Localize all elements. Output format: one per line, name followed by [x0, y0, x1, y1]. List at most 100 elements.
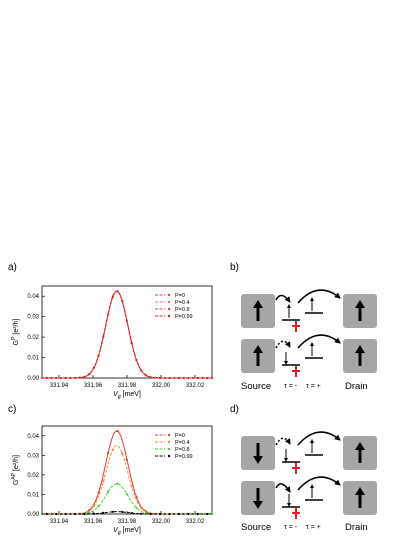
series-point: [140, 506, 143, 510]
x-axis-label: Vg [meV]: [113, 527, 141, 536]
x-tick-label: 331.98: [118, 383, 137, 389]
series-line: [42, 511, 212, 515]
panel-label-d: d): [230, 404, 239, 415]
series-point: [140, 369, 143, 372]
tunneling-arrow-in: [275, 483, 291, 493]
spin-up-arrowhead: [355, 300, 365, 308]
spin-up-arrowhead: [355, 345, 365, 353]
series-point: [149, 376, 152, 379]
series-line: [42, 483, 212, 515]
series-point: [92, 366, 96, 369]
electron-spin-arrowhead: [287, 503, 291, 507]
series-point: [201, 512, 204, 516]
tunneling-arrow-virtual: [275, 340, 291, 349]
x-tick-label: 331.96: [84, 519, 103, 525]
x-tick-label: 331.94: [50, 383, 69, 389]
series-point: [55, 376, 58, 380]
legend-swatch-marker: [167, 440, 171, 444]
series-point: [177, 376, 181, 380]
series-point: [55, 512, 58, 516]
tunneling-arrow-virtual: [275, 437, 291, 446]
drain-label: Drain: [345, 381, 368, 392]
series-point: [97, 491, 100, 494]
source-label: Source: [241, 381, 271, 392]
series-point: [116, 482, 119, 485]
series-point: [97, 505, 100, 508]
series-point: [125, 458, 129, 461]
x-axis-label-subscript: g: [118, 530, 121, 536]
panel-label-b: b): [230, 262, 239, 273]
legend-swatch-marker: [167, 300, 171, 304]
y-axis-label-superscript: P: [11, 336, 17, 340]
series-point: [187, 512, 190, 516]
tunneling-arrow-out: [297, 431, 341, 446]
spin-down-arrowhead: [253, 456, 263, 464]
series-point: [102, 511, 105, 514]
series-point: [196, 376, 199, 380]
x-tick-label: 332.02: [186, 383, 205, 389]
x-axis-label-unit: [meV]: [121, 391, 141, 398]
legend-label: P=0.99: [175, 314, 193, 320]
legend-label: P=0: [175, 293, 185, 299]
tau-plus-label: τ = +: [306, 383, 321, 390]
series-point: [83, 512, 86, 516]
series-point: [154, 376, 157, 379]
x-tick-label: 332.02: [186, 519, 205, 525]
panel-label-a: a): [8, 262, 17, 273]
y-tick-label: 0.04: [27, 294, 39, 300]
series-point: [92, 504, 96, 508]
electron-spin-arrowhead: [310, 439, 314, 443]
series-point: [130, 485, 133, 488]
series-point: [107, 490, 110, 493]
y-tick-label: 0.02: [27, 473, 39, 479]
tunneling-arrow-in: [275, 294, 291, 303]
spin-down-arrowhead: [253, 501, 263, 509]
series-point: [111, 510, 114, 513]
tunneling-arrow-out: [297, 334, 341, 349]
legend-label: P=0.8: [175, 447, 190, 453]
x-tick-label: 331.98: [118, 519, 137, 525]
series-point: [64, 512, 67, 516]
series-point: [163, 376, 166, 380]
y-tick-label: 0.00: [27, 512, 39, 518]
series-point: [158, 512, 162, 516]
series-point: [64, 376, 67, 380]
tau-minus-label: τ = -: [284, 383, 298, 390]
legend-swatch-marker: [167, 447, 171, 451]
x-tick-label: 332.00: [152, 519, 171, 525]
spin-up-arrowhead: [253, 300, 263, 308]
y-axis-label-superscript: AP: [11, 472, 17, 479]
electron-spin-arrowhead: [284, 458, 288, 462]
spin-up-arrowhead: [355, 442, 365, 450]
x-axis-label-unit: [meV]: [121, 527, 141, 534]
chart-panel-c: 331.94 331.96 331.98 332.00 332.02 0.00 0.01 0.…: [11, 425, 214, 536]
series-point: [121, 452, 124, 455]
y-axis-label-unit: [e²/h]: [13, 455, 20, 473]
x-tick-label: 332.00: [152, 383, 171, 389]
series-point: [187, 376, 190, 380]
legend-label: P=0.99: [175, 454, 193, 460]
series-point: [111, 295, 114, 298]
series-point: [135, 506, 138, 509]
y-tick-label: 0.02: [27, 335, 39, 341]
y-tick-label: 0.01: [27, 356, 39, 362]
y-tick-label: 0.03: [27, 453, 39, 459]
series-point: [107, 451, 110, 455]
legend-label: P=0.4: [175, 300, 190, 306]
x-tick-label: 331.94: [50, 519, 69, 525]
series-point: [149, 512, 152, 516]
series-point: [158, 376, 162, 380]
schematic-d: Source τ = - τ = + Drain: [241, 431, 377, 533]
electron-spin-arrowhead: [310, 342, 314, 346]
y-tick-label: 0.03: [27, 315, 39, 321]
series-point: [111, 448, 114, 451]
series-line: [42, 290, 212, 379]
source-label: Source: [241, 522, 271, 533]
series-point: [168, 512, 171, 516]
x-tick-label: 331.96: [84, 383, 103, 389]
legend-swatch-marker: [167, 314, 171, 318]
series-point: [168, 376, 171, 380]
legend-label: P=0: [175, 433, 185, 439]
x-axis-label: Vg [meV]: [113, 391, 141, 400]
